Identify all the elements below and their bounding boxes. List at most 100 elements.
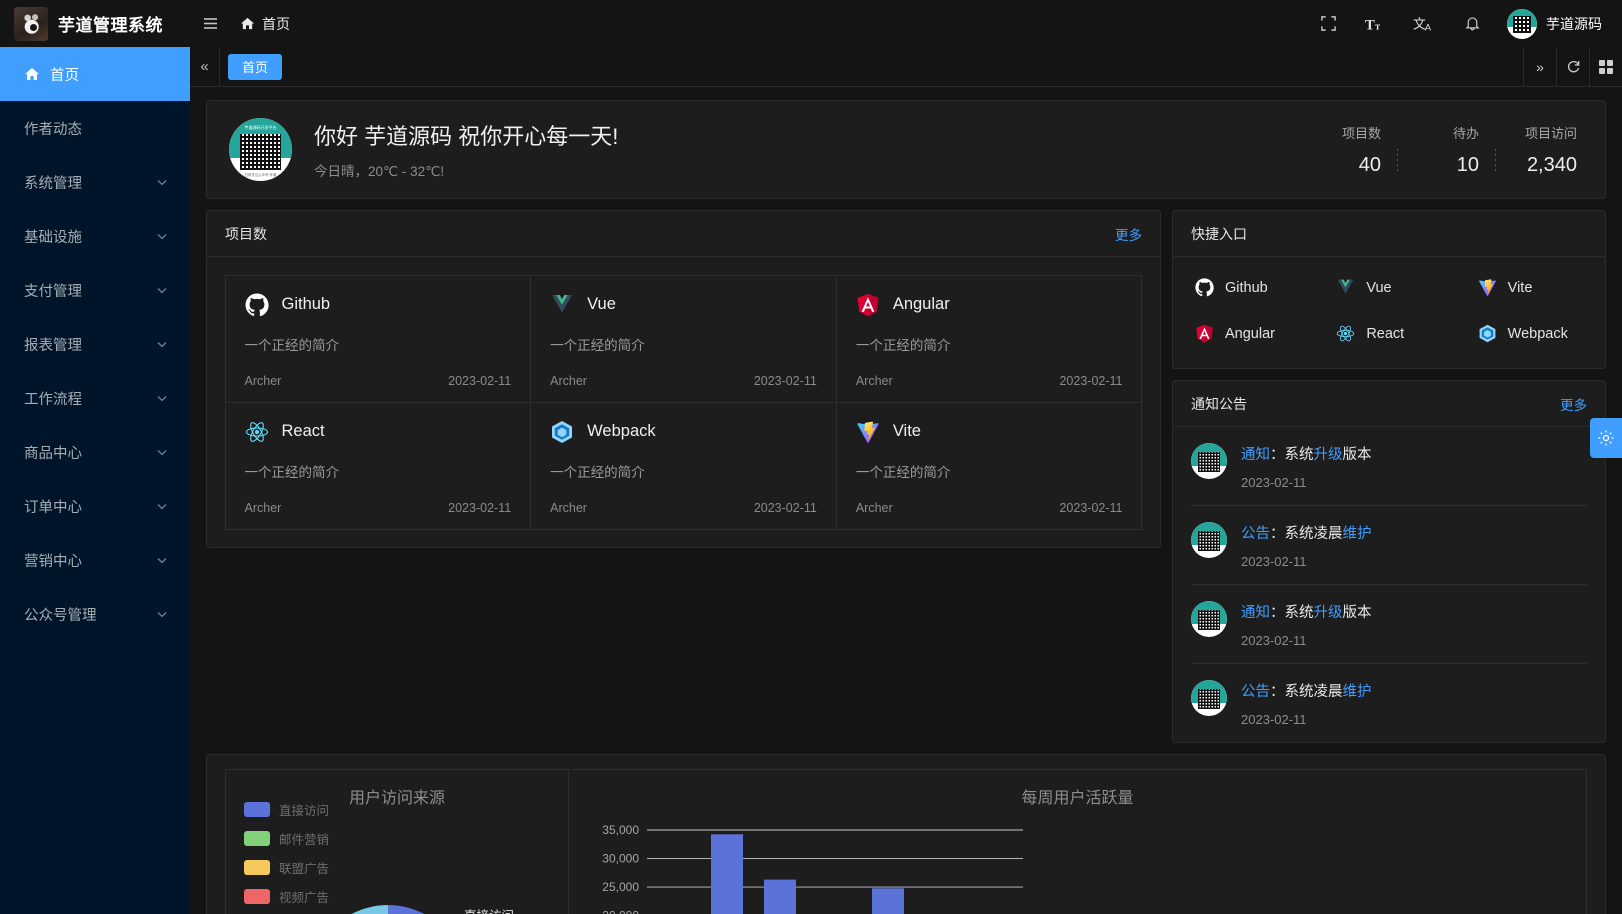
- chevron-down-icon: [157, 234, 167, 240]
- legend-item[interactable]: 邮件营销: [244, 829, 329, 848]
- legend-item[interactable]: 直接访问: [244, 800, 329, 819]
- notice-item[interactable]: 通知：系统升级版本 2023-02-11: [1191, 584, 1587, 663]
- react-icon: [245, 421, 268, 442]
- notice-highlight: 维护: [1342, 684, 1372, 700]
- user-name: 芋道源码: [1546, 15, 1602, 32]
- notice-date: 2023-02-11: [1241, 712, 1307, 727]
- stat-projects: 项目数 40: [1315, 123, 1387, 177]
- sidebar-item-system[interactable]: 系统管理: [0, 155, 190, 209]
- project-desc: 一个正经的简介: [550, 337, 645, 353]
- tab-list: 首页: [220, 47, 1523, 86]
- breadcrumb[interactable]: 首页: [240, 14, 290, 34]
- notice-item[interactable]: 公告：系统凌晨维护 2023-02-11: [1191, 505, 1587, 584]
- sidebar-item-home[interactable]: 首页: [0, 47, 190, 101]
- notice-tag: 公告: [1241, 684, 1270, 700]
- quick-item-vite[interactable]: Vite: [1460, 271, 1601, 304]
- projects-more-link[interactable]: 更多: [1115, 227, 1142, 243]
- sidebar-item-infrastructure[interactable]: 基础设施: [0, 209, 190, 263]
- notices-more-link[interactable]: 更多: [1560, 397, 1587, 413]
- sidebar-item-report[interactable]: 报表管理: [0, 317, 190, 371]
- notice-tail: 版本: [1342, 447, 1372, 463]
- project-card[interactable]: Webpack 一个正经的简介 Archer 2023-02-11: [530, 401, 837, 530]
- fullscreen-icon[interactable]: [1305, 0, 1351, 47]
- chevron-down-icon: [157, 450, 167, 456]
- svg-text:т: т: [1375, 21, 1380, 32]
- sidebar: 首页 作者动态 系统管理 基础设施 支付管理 报表管理: [0, 47, 190, 914]
- sidebar-item-label: 商品中心: [24, 445, 82, 462]
- quick-item-vue[interactable]: Vue: [1318, 271, 1459, 304]
- project-card[interactable]: Vue 一个正经的简介 Archer 2023-02-11: [530, 274, 837, 403]
- user-menu[interactable]: 芋道源码: [1497, 8, 1606, 39]
- project-card[interactable]: Github 一个正经的简介 Archer 2023-02-11: [224, 274, 532, 403]
- project-card[interactable]: Angular 一个正经的简介 Archer 2023-02-11: [835, 274, 1143, 403]
- vite-icon: [1478, 279, 1496, 297]
- tab-bar: « 首页 »: [190, 47, 1622, 87]
- project-card[interactable]: Vite 一个正经的简介 Archer 2023-02-11: [835, 401, 1143, 530]
- quick-item-label: React: [1366, 325, 1405, 342]
- settings-drawer-button[interactable]: [1590, 418, 1622, 458]
- top-header: 芋道管理系统 首页 T т: [0, 0, 1622, 47]
- chevron-down-icon: [157, 342, 167, 348]
- font-size-icon[interactable]: T т: [1353, 0, 1399, 47]
- angular-icon: [857, 293, 879, 316]
- sidebar-item-author-news[interactable]: 作者动态: [0, 101, 190, 155]
- sidebar-item-label: 工作流程: [24, 391, 82, 408]
- project-date: 2023-02-11: [448, 373, 512, 388]
- quick-item-react[interactable]: React: [1318, 317, 1459, 350]
- double-chevron-left-icon[interactable]: «: [190, 47, 220, 86]
- pie-legend: 直接访问 邮件营销 联盟广告 视频广告 搜索引擎: [244, 800, 329, 914]
- hamburger-icon[interactable]: [190, 0, 230, 47]
- project-card[interactable]: React 一个正经的简介 Archer 2023-02-11: [224, 401, 532, 530]
- sidebar-item-workflow[interactable]: 工作流程: [0, 371, 190, 425]
- double-chevron-right-icon[interactable]: »: [1523, 47, 1556, 86]
- bell-icon[interactable]: [1449, 0, 1495, 47]
- notice-item[interactable]: 公告：系统凌晨维护 2023-02-11: [1191, 663, 1587, 742]
- refresh-icon[interactable]: [1556, 47, 1589, 86]
- project-desc: 一个正经的简介: [244, 337, 340, 353]
- notice-item[interactable]: 通知：系统升级版本 2023-02-11: [1191, 427, 1587, 505]
- legend-swatch: [244, 802, 270, 817]
- sidebar-item-product-center[interactable]: 商品中心: [0, 425, 190, 479]
- notice-avatar: [1191, 680, 1227, 716]
- quick-item-angular[interactable]: Angular: [1177, 317, 1318, 350]
- bar-chart-svg: 35,000 30,000 25,000 20,000 15,000 10,00…: [602, 823, 1023, 914]
- vite-icon: [857, 421, 879, 443]
- tab-home[interactable]: 首页: [228, 53, 283, 80]
- sidebar-item-label: 订单中心: [24, 499, 82, 516]
- notice-sep: ：系统凌晨: [1270, 526, 1343, 542]
- sidebar-item-marketing-center[interactable]: 营销中心: [0, 533, 190, 587]
- github-icon: [245, 293, 269, 316]
- notice-sep: ：系统凌晨: [1270, 684, 1343, 700]
- brand[interactable]: 芋道管理系统: [0, 6, 190, 41]
- legend-item[interactable]: 视频广告: [244, 887, 329, 906]
- translate-icon[interactable]: 文 A: [1401, 0, 1447, 47]
- avatar-footer: 扫码关注公众号·芋道: [244, 173, 277, 177]
- notices-list: 通知：系统升级版本 2023-02-11 公告：: [1173, 427, 1605, 742]
- notice-title: 公告：系统凌晨维护: [1241, 522, 1372, 543]
- bar-chart-title: 每周用户活跃量: [1021, 790, 1134, 807]
- legend-item[interactable]: 联盟广告: [244, 858, 329, 877]
- sidebar-item-label: 支付管理: [24, 283, 82, 300]
- grid-icon[interactable]: [1589, 47, 1622, 86]
- notices-title: 通知公告: [1191, 395, 1247, 412]
- quick-entry-header: 快捷入口: [1173, 211, 1605, 257]
- projects-grid: Github 一个正经的简介 Archer 2023-02-11: [207, 257, 1160, 547]
- quick-item-webpack[interactable]: Webpack: [1460, 317, 1601, 350]
- legend-label: 联盟广告: [279, 862, 330, 876]
- quick-item-label: Vue: [1366, 279, 1392, 296]
- brand-logo-icon: [14, 6, 48, 41]
- project-date: 2023-02-11: [753, 500, 817, 515]
- sidebar-item-mp-manage[interactable]: 公众号管理: [0, 587, 190, 641]
- pie-label-direct: 直接访问: [464, 908, 514, 914]
- vue-icon: [552, 294, 573, 312]
- sidebar-item-order-center[interactable]: 订单中心: [0, 479, 190, 533]
- home-icon: [240, 17, 255, 30]
- legend-label: 邮件营销: [279, 833, 330, 847]
- sidebar-item-payment[interactable]: 支付管理: [0, 263, 190, 317]
- greeting-text: 你好 芋道源码 祝你开心每一天!: [314, 124, 619, 149]
- project-name: Vue: [587, 295, 616, 313]
- notice-date: 2023-02-11: [1241, 475, 1307, 490]
- angular-icon: [1196, 324, 1213, 343]
- quick-item-github[interactable]: Github: [1177, 271, 1318, 304]
- pie-chart-svg: 直接访问 邮件... 联盟... 视频广告 搜索...: [351, 905, 514, 914]
